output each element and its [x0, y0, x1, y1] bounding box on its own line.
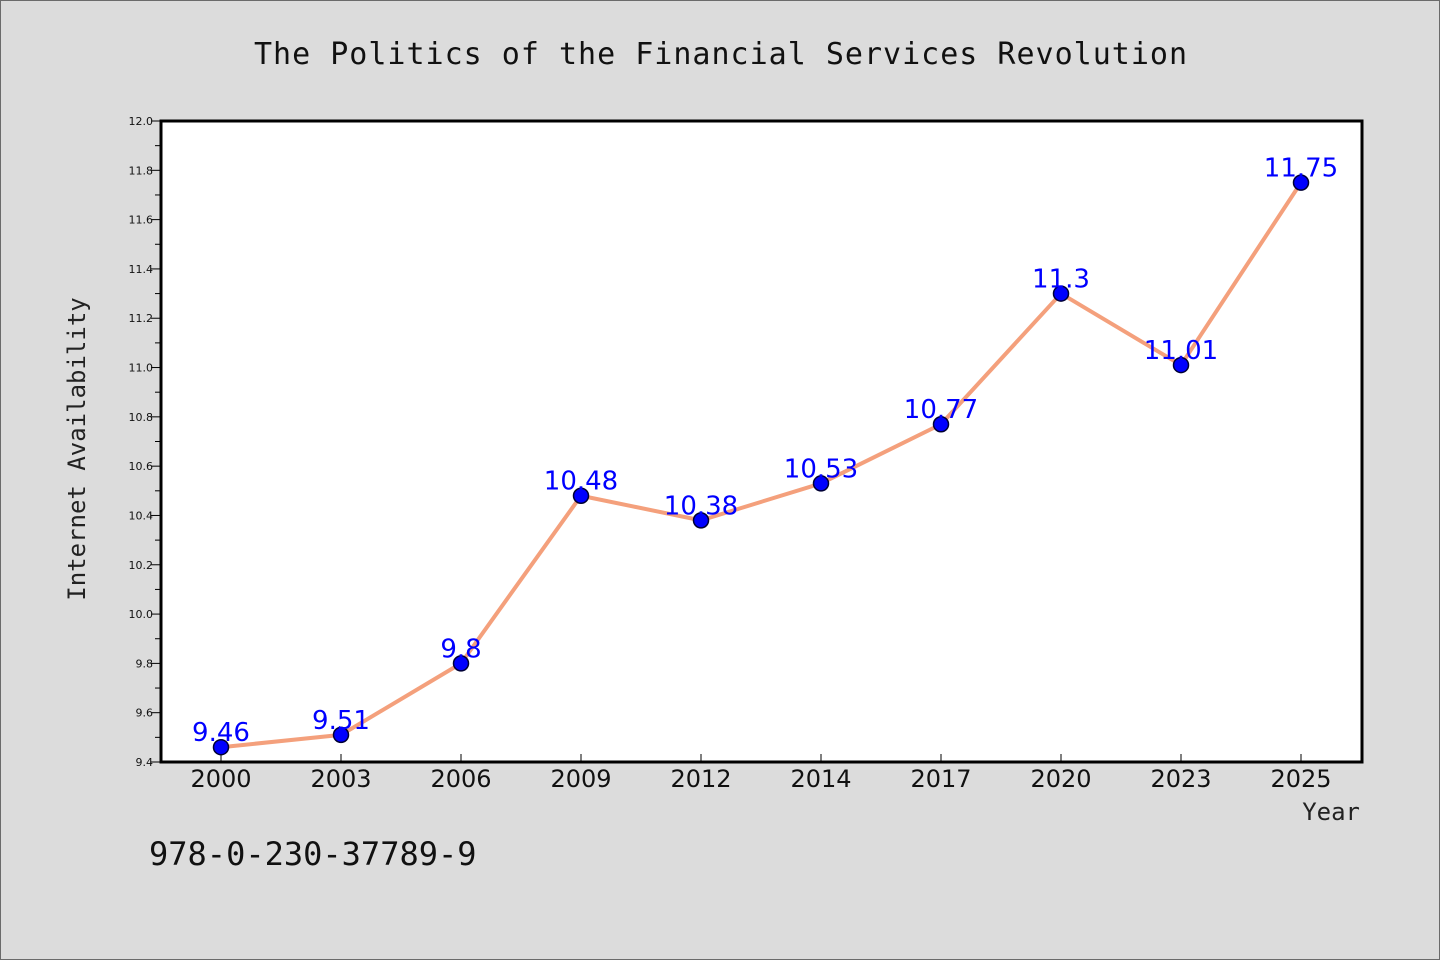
- data-markers: [212, 174, 1310, 756]
- y-tick-label: 10.8: [129, 411, 154, 424]
- data-point: [212, 738, 230, 756]
- data-point: [692, 512, 710, 529]
- y-tick-label: 10.0: [129, 608, 154, 621]
- data-point: [1172, 356, 1190, 374]
- data-point: [452, 655, 470, 672]
- x-tick-label: 2006: [430, 765, 491, 793]
- isbn-text: 978-0-230-37789-9: [149, 835, 477, 873]
- data-label: 9.51: [312, 706, 370, 736]
- data-point: [932, 415, 950, 433]
- series-line: [219, 180, 1303, 750]
- x-tick-label: 2025: [1270, 765, 1331, 793]
- data-label: 9.46: [192, 718, 250, 748]
- data-label: 10.77: [904, 395, 978, 425]
- data-point: [1292, 174, 1310, 191]
- series-line-group: [219, 180, 1303, 750]
- y-tick-label: 12.0: [129, 115, 154, 128]
- x-axis: 2000 2003 2006 2009 2012 2014 2017 2020 2023 2025: [190, 754, 1332, 793]
- x-tick-label: 2009: [550, 765, 611, 793]
- data-label: 10.48: [544, 467, 618, 497]
- y-tick-label: 11.4: [129, 263, 154, 276]
- y-tick-label: 9.4: [136, 756, 154, 769]
- y-tick-label: 11.6: [129, 214, 154, 227]
- x-tick-label: 2003: [310, 765, 371, 793]
- plot-area: [159, 119, 1364, 764]
- x-tick-label: 2014: [790, 765, 851, 793]
- data-label: 10.38: [664, 491, 738, 521]
- data-point: [332, 726, 350, 744]
- data-label: 9.8: [440, 634, 481, 664]
- data-label: 11.75: [1264, 154, 1338, 184]
- data-labels: 9.46 9.51 9.8 10.48 10.38 10.53 10.77 11.3 11.01…: [192, 154, 1338, 749]
- x-tick-label: 2020: [1030, 765, 1091, 793]
- y-tick-label: 10.6: [129, 460, 154, 473]
- y-tick-label: 10.4: [129, 509, 154, 522]
- data-point: [812, 475, 830, 492]
- x-tick-label: 2023: [1150, 765, 1211, 793]
- y-axis: 9.4 9.6 9.8 10.0 10.2 10.4 10.6 10.8 11.0 11.2 11.…: [129, 115, 161, 769]
- y-tick-label: 9.8: [136, 657, 154, 670]
- y-tick-label: 11.2: [129, 312, 154, 325]
- chart-title: The Politics of the Financial Services R…: [254, 37, 1188, 72]
- data-point: [1052, 285, 1070, 302]
- y-tick-label: 11.0: [129, 362, 154, 375]
- data-label: 11.3: [1032, 265, 1090, 295]
- y-tick-label: 10.2: [129, 559, 154, 572]
- y-tick-label: 11.8: [129, 164, 154, 177]
- data-label: 10.53: [784, 454, 858, 484]
- x-axis-label: Year: [1302, 798, 1360, 826]
- x-tick-label: 2017: [910, 765, 971, 793]
- x-tick-label: 2000: [190, 765, 251, 793]
- y-axis-label: Internet Availability: [63, 297, 91, 600]
- data-point: [572, 487, 590, 504]
- data-label: 11.01: [1144, 336, 1218, 366]
- x-tick-label: 2012: [670, 765, 731, 793]
- y-tick-label: 9.6: [136, 707, 154, 720]
